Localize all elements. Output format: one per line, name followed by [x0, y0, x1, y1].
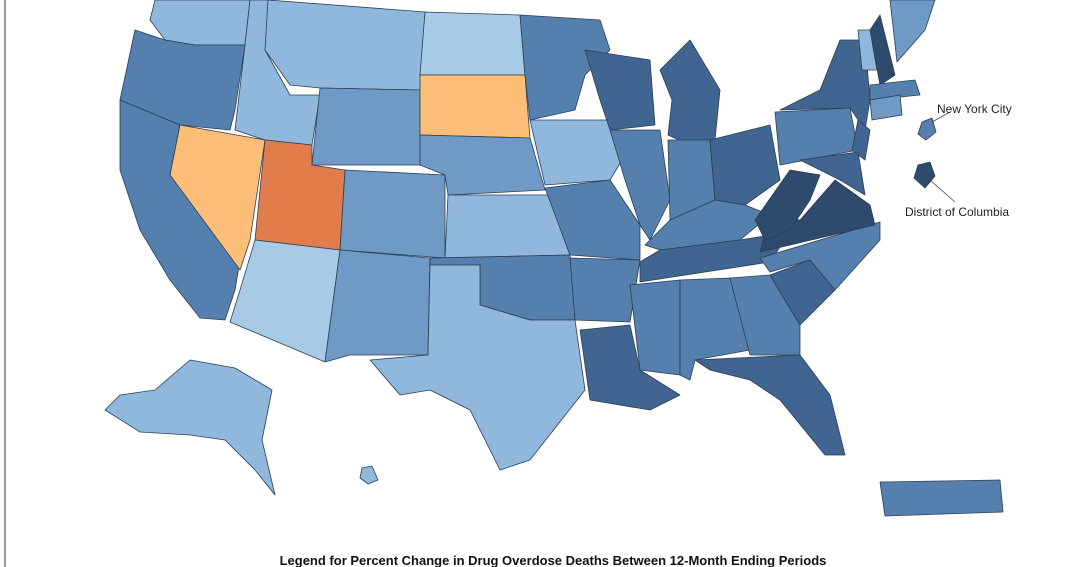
- callout-line: [931, 111, 951, 123]
- washington: [149, 0, 251, 46]
- connecticut-rhode-island: [869, 94, 903, 121]
- puerto-rico: [879, 479, 1004, 517]
- texas: [369, 264, 586, 471]
- minnesota: [519, 14, 611, 121]
- new-mexico: [324, 249, 431, 363]
- new-jersey: [851, 119, 871, 161]
- virginia: [759, 179, 876, 253]
- maine: [889, 0, 936, 63]
- arkansas: [569, 257, 641, 323]
- michigan: [659, 39, 721, 146]
- massachusetts: [869, 79, 921, 101]
- new-york-city-marker: [917, 117, 937, 141]
- north-dakota: [419, 11, 526, 76]
- wisconsin: [584, 49, 656, 131]
- west-virginia: [754, 169, 821, 241]
- iowa: [529, 119, 626, 186]
- callout-line: [929, 179, 956, 203]
- legend-title: Legend for Percent Change in Drug Overdo…: [280, 553, 827, 567]
- annotation: New York City: [937, 102, 1012, 116]
- ohio: [709, 124, 781, 206]
- colorado: [339, 169, 446, 259]
- arizona: [229, 239, 341, 363]
- alaska: [104, 359, 276, 496]
- nevada: [169, 124, 266, 271]
- louisiana: [579, 324, 681, 411]
- missouri: [544, 179, 641, 261]
- georgia: [729, 274, 801, 356]
- florida: [694, 354, 846, 456]
- north-carolina: [759, 221, 881, 291]
- annotation: District of Columbia: [905, 205, 1009, 219]
- maryland-delaware: [799, 151, 866, 196]
- district-of-columbia-marker: [913, 161, 936, 189]
- hawaii: [359, 465, 379, 485]
- south-dakota: [419, 74, 531, 139]
- wyoming: [311, 87, 421, 166]
- states: [104, 0, 1004, 517]
- montana: [264, 0, 426, 91]
- vermont: [857, 29, 878, 71]
